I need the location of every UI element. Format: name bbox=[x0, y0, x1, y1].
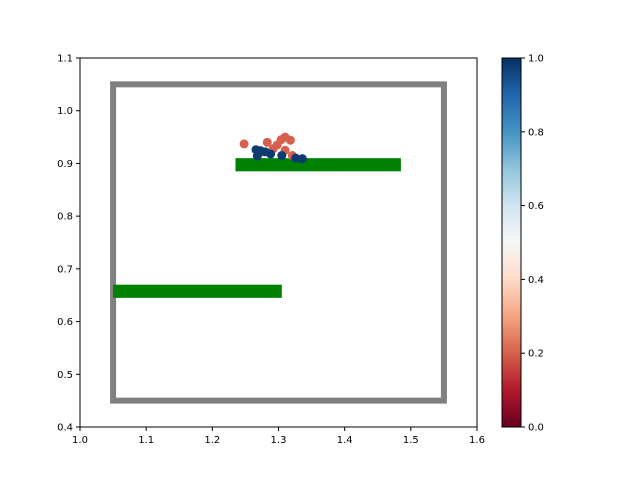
x-tick-label: 1.1 bbox=[138, 435, 154, 446]
x-tick-label: 1.6 bbox=[469, 435, 485, 446]
x-tick-label: 1.3 bbox=[271, 435, 287, 446]
colorbar-tick-label: 0.8 bbox=[528, 127, 544, 138]
y-tick-label: 0.7 bbox=[57, 264, 73, 275]
x-tick-label: 1.5 bbox=[403, 435, 419, 446]
scatter-point bbox=[266, 149, 276, 159]
colorbar-tick-label: 1.0 bbox=[528, 54, 544, 65]
scatter-point bbox=[291, 153, 301, 163]
plot-frame bbox=[79, 57, 478, 428]
boundary-square bbox=[110, 81, 447, 404]
scatter-point bbox=[277, 151, 287, 161]
x-tick-label: 1.4 bbox=[337, 435, 353, 446]
obstacle-bar-2 bbox=[113, 284, 282, 298]
y-axis: 0.4 0.5 0.6 0.7 0.8 0.9 1.0 1.1 bbox=[57, 54, 80, 434]
scatter-point bbox=[252, 151, 262, 161]
y-tick-label: 0.8 bbox=[57, 212, 73, 223]
y-tick-label: 1.1 bbox=[57, 54, 73, 65]
x-tick-label: 1.0 bbox=[72, 435, 88, 446]
colorbar-tick-label: 0.4 bbox=[528, 275, 544, 286]
scatter-point bbox=[239, 139, 249, 149]
scatter-point bbox=[297, 154, 307, 164]
colorbar bbox=[501, 57, 522, 428]
colorbar-tick-label: 0.0 bbox=[528, 423, 544, 434]
y-tick-label: 0.9 bbox=[57, 159, 73, 170]
plot-area bbox=[110, 81, 447, 404]
scatter-point bbox=[285, 135, 295, 145]
y-tick-label: 1.0 bbox=[57, 106, 73, 117]
obstacle-bar-1 bbox=[235, 158, 401, 172]
y-tick-label: 0.6 bbox=[57, 317, 73, 328]
scatter-point bbox=[262, 137, 272, 147]
y-tick-label: 0.5 bbox=[57, 370, 73, 381]
colorbar-tick-label: 0.6 bbox=[528, 201, 544, 212]
colorbar-tick-label: 0.2 bbox=[528, 349, 544, 360]
x-axis: 1.0 1.1 1.2 1.3 1.4 1.5 1.6 bbox=[72, 427, 485, 446]
colorbar-axis: 0.0 0.2 0.4 0.6 0.8 1.0 bbox=[521, 54, 544, 434]
x-tick-label: 1.2 bbox=[204, 435, 220, 446]
y-tick-label: 0.4 bbox=[57, 423, 73, 434]
